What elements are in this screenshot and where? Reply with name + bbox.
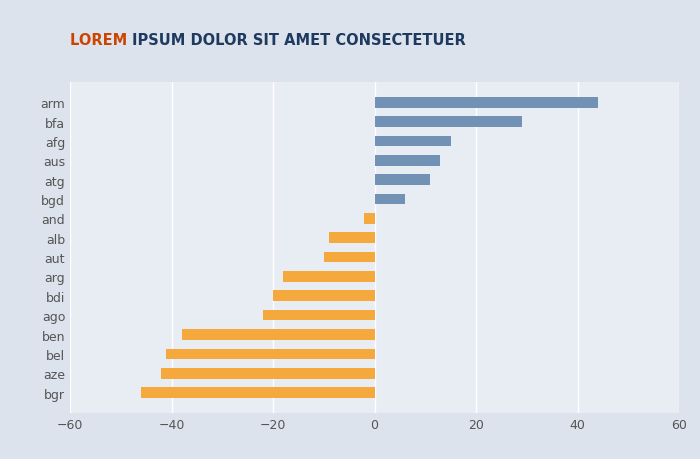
Bar bbox=[365, 213, 374, 224]
Bar bbox=[374, 175, 430, 185]
Bar bbox=[141, 387, 374, 398]
Bar bbox=[167, 349, 374, 359]
Bar bbox=[273, 291, 374, 302]
Bar bbox=[182, 330, 374, 340]
Bar bbox=[283, 272, 374, 282]
Bar bbox=[374, 194, 405, 205]
Bar bbox=[323, 252, 375, 263]
Text: LOREM: LOREM bbox=[70, 33, 132, 48]
Bar bbox=[329, 233, 375, 244]
Bar bbox=[374, 98, 598, 108]
Text: IPSUM DOLOR SIT AMET CONSECTETUER: IPSUM DOLOR SIT AMET CONSECTETUER bbox=[132, 33, 466, 48]
Bar bbox=[161, 368, 374, 379]
Bar bbox=[374, 156, 440, 166]
Bar bbox=[374, 117, 522, 128]
Bar bbox=[263, 310, 374, 321]
Bar bbox=[374, 136, 451, 147]
